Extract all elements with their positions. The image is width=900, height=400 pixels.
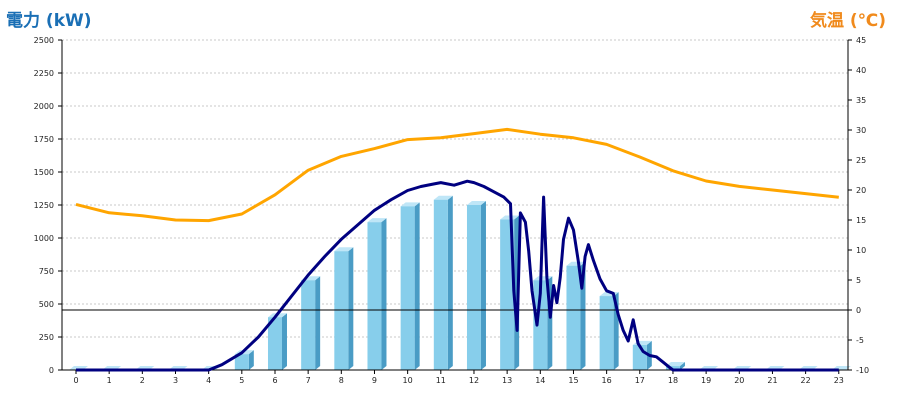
power-bar (400, 202, 420, 370)
power-bar-front (599, 296, 614, 370)
right-tick-label: 20 (856, 186, 866, 195)
power-bar-front (665, 366, 680, 370)
x-tick-label: 11 (436, 376, 446, 385)
power-bar (301, 276, 321, 370)
left-tick-label: 2500 (34, 36, 54, 45)
left-tick-label: 2250 (34, 69, 54, 78)
x-tick-label: 15 (568, 376, 578, 385)
power-axis-title: 電力 (kW) (6, 11, 92, 31)
power-bar-side (480, 201, 486, 370)
power-bar (599, 292, 619, 370)
power-bar-top (433, 195, 453, 200)
x-tick-label: 23 (834, 376, 844, 385)
right-tick-label: 25 (856, 156, 866, 165)
power-bar (665, 362, 685, 370)
left-tick-label: 1750 (34, 135, 54, 144)
power-bar-side (679, 362, 685, 370)
x-tick-label: 8 (339, 376, 344, 385)
x-tick-label: 16 (602, 376, 612, 385)
right-tick-label: 0 (856, 306, 861, 315)
power-bar-front (466, 205, 481, 370)
axes (58, 39, 852, 374)
power-bars (69, 195, 851, 370)
power-line (76, 179, 839, 372)
power-bar (500, 215, 520, 370)
power-bar-top (665, 362, 685, 367)
power-bar-side (447, 195, 453, 370)
series-lines (75, 127, 839, 372)
x-tick-label: 2 (140, 376, 145, 385)
power-bar-front (433, 199, 448, 370)
x-tick-label: 7 (306, 376, 311, 385)
power-bar-front (400, 206, 415, 370)
left-tick-label: 250 (39, 333, 54, 342)
power-bar-top (466, 201, 486, 205)
x-tick-label: 4 (206, 376, 211, 385)
x-tick-label: 14 (535, 376, 545, 385)
power-bar-side (248, 350, 254, 370)
left-tick-label: 1250 (34, 201, 54, 210)
power-bar-front (367, 222, 382, 370)
power-bar-front (334, 251, 349, 370)
left-tick-label: 0 (49, 366, 54, 375)
x-tick-label: 3 (173, 376, 178, 385)
power-bar (234, 350, 254, 370)
x-tick-label: 5 (239, 376, 244, 385)
x-tick-label: 21 (767, 376, 777, 385)
power-bar-front (234, 354, 249, 370)
power-bar-top (400, 202, 420, 207)
x-tick-label: 19 (701, 376, 711, 385)
right-tick-label: -10 (856, 366, 869, 375)
x-tick-label: 17 (635, 376, 645, 385)
power-bar-front (301, 280, 316, 370)
x-tick-label: 18 (668, 376, 678, 385)
power-bar-top (566, 261, 586, 266)
right-tick-label: -5 (856, 336, 864, 345)
left-tick-label: 750 (39, 267, 54, 276)
left-tick-label: 1000 (34, 234, 54, 243)
left-tick-label: 1500 (34, 168, 54, 177)
x-tick-label: 10 (403, 376, 413, 385)
power-bar-front (500, 219, 515, 370)
power-bar-side (381, 218, 387, 370)
x-tick-label: 0 (73, 376, 78, 385)
grid-lines (62, 39, 848, 338)
tick-labels: 02505007501000125015001750200022502500-1… (34, 36, 869, 385)
right-tick-label: 5 (856, 276, 861, 285)
power-bar-side (348, 247, 354, 370)
power-bar (367, 218, 387, 370)
right-tick-label: 10 (856, 246, 866, 255)
x-tick-label: 1 (107, 376, 112, 385)
right-tick-label: 30 (856, 126, 866, 135)
temperature-line (75, 127, 839, 223)
power-bar-side (281, 313, 287, 370)
x-tick-label: 9 (372, 376, 377, 385)
left-tick-label: 2000 (34, 102, 54, 111)
power-bar-side (315, 276, 321, 370)
right-tick-label: 35 (856, 96, 866, 105)
power-bar-front (267, 317, 282, 370)
right-tick-label: 40 (856, 66, 866, 75)
power-bar-top (367, 218, 387, 223)
temperature-axis-title: 気温 (℃) (809, 11, 886, 31)
x-tick-label: 20 (734, 376, 744, 385)
left-tick-label: 500 (39, 300, 54, 309)
x-tick-label: 13 (502, 376, 512, 385)
x-tick-label: 12 (469, 376, 479, 385)
x-tick-label: 6 (272, 376, 277, 385)
right-tick-label: 45 (856, 36, 866, 45)
power-bar-front (566, 265, 581, 370)
x-tick-label: 22 (801, 376, 811, 385)
power-bar (334, 247, 354, 370)
power-bar-side (414, 202, 420, 370)
power-bar-top (334, 247, 354, 252)
power-bar (466, 201, 486, 370)
power-bar-front (533, 280, 548, 370)
right-tick-label: 15 (856, 216, 866, 225)
power-bar (433, 195, 453, 370)
